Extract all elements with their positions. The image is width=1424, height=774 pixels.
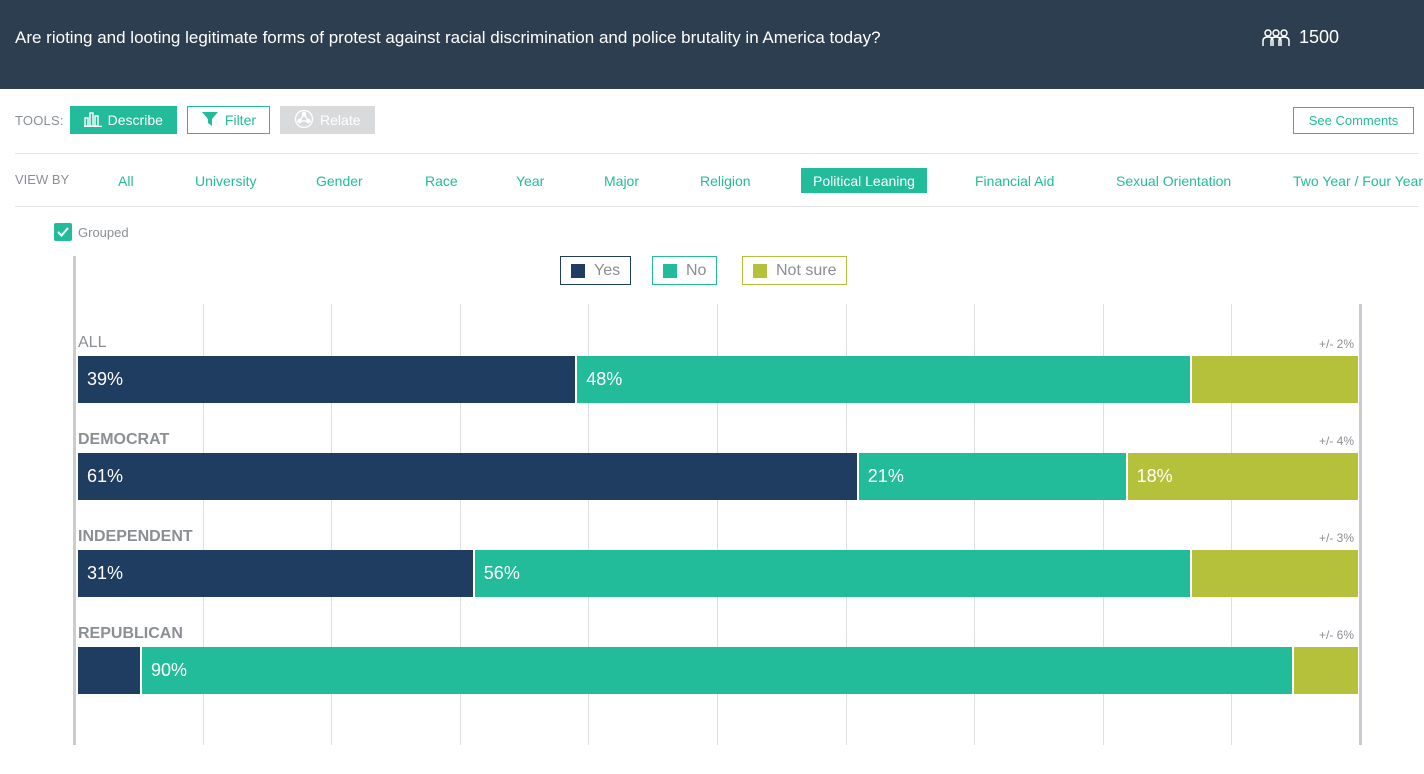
bar-segment-independent-not-sure[interactable] — [1191, 550, 1358, 597]
view-by-religion[interactable]: Religion — [700, 172, 751, 189]
gridline — [717, 304, 718, 745]
relate-network-icon — [294, 109, 314, 132]
view-by-race[interactable]: Race — [425, 172, 458, 189]
bar-segment-democrat-no[interactable]: 21% — [858, 453, 1128, 500]
respondent-count: 1500 — [1262, 27, 1339, 48]
margin-of-error: +/- 2% — [1318, 337, 1354, 351]
bar-row-all[interactable]: 39% 48% — [78, 356, 1358, 403]
divider — [15, 153, 1419, 154]
question-title: Are rioting and looting legitimate forms… — [15, 28, 881, 47]
view-by-year[interactable]: Year — [516, 172, 545, 189]
view-by-label: VIEW BY — [15, 172, 70, 187]
bar-row-republican[interactable]: 90% — [78, 647, 1358, 694]
describe-button[interactable]: Describe — [69, 106, 177, 134]
legend-not-sure[interactable]: Not sure — [742, 256, 848, 285]
question-header: Are rioting and looting legitimate forms… — [0, 0, 1424, 89]
divider — [15, 206, 1419, 207]
filter-button-label: Filter — [224, 112, 257, 128]
bar-data-label: 48% — [586, 369, 623, 389]
respondent-count-value: 1500 — [1299, 27, 1340, 47]
group-label-all: ALL — [78, 334, 109, 352]
checkbox-checked-icon[interactable] — [54, 223, 72, 241]
relate-button[interactable]: Relate — [280, 106, 375, 134]
relate-button-label: Relate — [320, 112, 361, 128]
margin-of-error: +/- 3% — [1318, 531, 1354, 545]
group-label-republican: REPUBLICAN — [78, 625, 185, 643]
legend-label-no: No — [686, 261, 707, 279]
margin-of-error: +/- 6% — [1318, 628, 1354, 642]
gridline — [460, 304, 461, 745]
group-label-independent: INDEPENDENT — [78, 528, 195, 546]
gridline — [1103, 304, 1104, 745]
gridline — [846, 304, 847, 745]
people-group-icon — [1262, 28, 1290, 48]
bar-segment-all-not-sure[interactable] — [1191, 356, 1358, 403]
chart-axis-left — [73, 256, 76, 745]
bar-segment-all-yes[interactable]: 39% — [78, 356, 578, 403]
view-by-university[interactable]: University — [195, 172, 257, 189]
grouped-toggle[interactable]: Grouped — [54, 223, 129, 241]
bar-segment-democrat-not-sure[interactable]: 18% — [1127, 453, 1358, 500]
legend-yes[interactable]: Yes — [560, 256, 632, 285]
bar-data-label: 90% — [151, 660, 188, 680]
gridline — [331, 304, 332, 745]
group-label-democrat: DEMOCRAT — [78, 431, 172, 449]
tools-label: TOOLS: — [15, 112, 64, 128]
bar-segment-independent-no[interactable]: 56% — [474, 550, 1192, 597]
bar-row-democrat[interactable]: 61% 21% 18% — [78, 453, 1358, 500]
legend-label-yes: Yes — [594, 261, 621, 279]
legend-no[interactable]: No — [652, 256, 718, 285]
bar-segment-republican-yes[interactable] — [78, 647, 142, 694]
bar-segment-republican-not-sure[interactable] — [1294, 647, 1358, 694]
bar-data-label: 18% — [1136, 466, 1173, 486]
bar-segment-all-no[interactable]: 48% — [577, 356, 1192, 403]
view-by-political-leaning[interactable]: Political Leaning — [801, 168, 927, 193]
gridline — [203, 304, 204, 745]
see-comments-button[interactable]: See Comments — [1293, 107, 1414, 134]
gridline — [974, 304, 975, 745]
bar-segment-democrat-yes[interactable]: 61% — [78, 453, 859, 500]
legend-swatch-no — [663, 263, 677, 278]
bar-segment-republican-no[interactable]: 90% — [142, 647, 1294, 694]
view-by-gender[interactable]: Gender — [316, 172, 363, 189]
bar-data-label: 21% — [867, 466, 904, 486]
filter-button[interactable]: Filter — [186, 106, 271, 134]
legend-swatch-not-sure — [753, 263, 767, 278]
margin-of-error: +/- 4% — [1318, 434, 1354, 448]
view-by-major[interactable]: Major — [604, 172, 640, 189]
bar-data-label: 61% — [87, 466, 124, 486]
view-by-sexual-orientation[interactable]: Sexual Orientation — [1116, 172, 1232, 189]
grouped-label: Grouped — [78, 224, 129, 240]
view-by-two-year-four-year[interactable]: Two Year / Four Year — [1293, 172, 1423, 189]
bar-segment-independent-yes[interactable]: 31% — [78, 550, 475, 597]
bar-data-label: 56% — [483, 563, 520, 583]
view-by-all[interactable]: All — [118, 172, 134, 189]
describe-button-label: Describe — [107, 112, 163, 128]
view-by-financial-aid[interactable]: Financial Aid — [975, 172, 1055, 189]
chart-axis-right — [1359, 304, 1362, 745]
legend-label-not-sure: Not sure — [776, 261, 837, 279]
gridline — [588, 304, 589, 745]
gridline — [1231, 304, 1232, 745]
filter-funnel-icon — [201, 111, 219, 130]
tools-bar: TOOLS: Describe Filter — [15, 106, 385, 134]
bar-data-label: 31% — [87, 563, 124, 583]
bar-data-label: 39% — [87, 369, 124, 389]
legend-swatch-yes — [571, 263, 585, 278]
bar-row-independent[interactable]: 31% 56% — [78, 550, 1358, 597]
bar-chart-icon — [83, 111, 102, 130]
